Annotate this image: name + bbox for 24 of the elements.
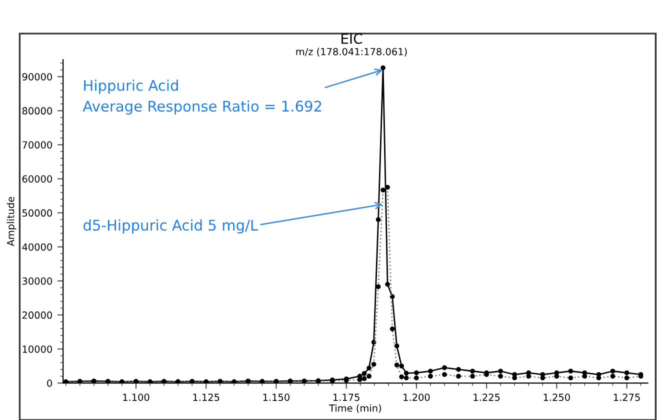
annotation: Hippuric Acid Average Response Ratio = 1.692 <box>82 80 322 115</box>
x-tick-label: 1.125 <box>193 394 220 401</box>
y-tick-label: 30000 <box>22 277 52 285</box>
y-tick-label: 90000 <box>22 73 52 80</box>
chart-subtitle: m/z (178.041:178.061) <box>296 48 407 56</box>
x-tick-label: 1.150 <box>263 394 290 401</box>
x-tick-label: 1.175 <box>333 394 360 401</box>
y-tick-label: 10000 <box>22 345 52 353</box>
y-tick-label: 80000 <box>22 107 52 115</box>
y-axis-title: Amplitude <box>6 196 16 246</box>
y-tick-label: 60000 <box>22 175 52 183</box>
x-axis-title: Time (min) <box>329 404 381 413</box>
y-tick-label: 50000 <box>22 209 52 217</box>
y-tick-label: 70000 <box>22 141 52 149</box>
annotation: d5-Hippuric Acid 5 mg/L <box>84 219 258 234</box>
x-tick-label: 1.100 <box>123 394 150 401</box>
x-tick-label: 1.250 <box>544 394 570 401</box>
x-tick-label: 1.275 <box>614 394 640 401</box>
y-tick-label: 0 <box>47 380 52 387</box>
x-tick-label: 1.200 <box>404 394 430 401</box>
y-tick-label: 40000 <box>22 243 52 251</box>
chart-title: EIC <box>342 33 362 44</box>
x-tick-label: 1.225 <box>474 394 500 401</box>
y-tick-label: 20000 <box>22 311 52 319</box>
